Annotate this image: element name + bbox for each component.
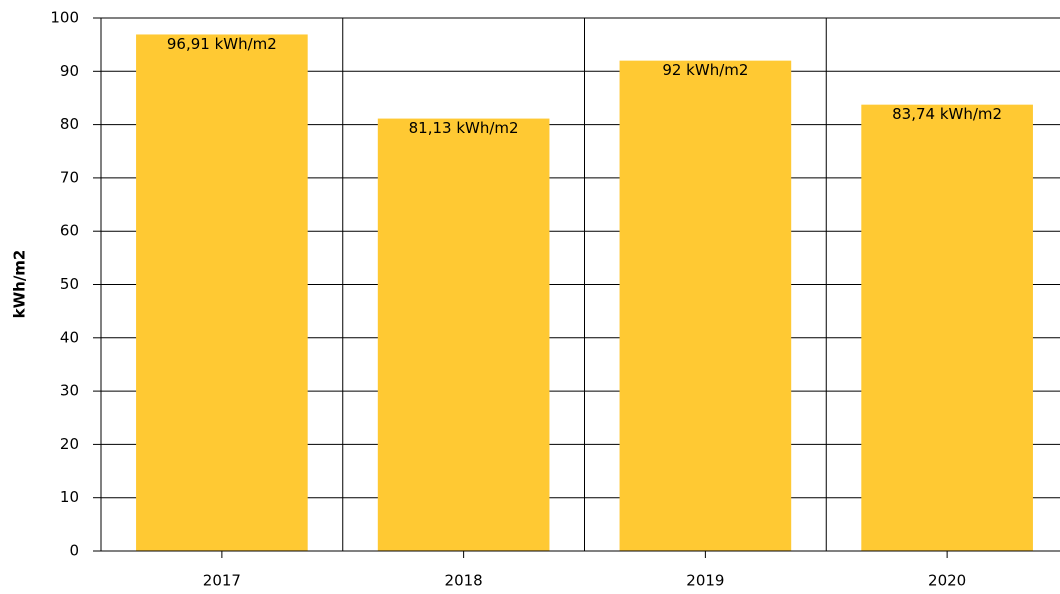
x-tick-label: 2017 bbox=[203, 572, 241, 590]
bar bbox=[377, 118, 550, 552]
y-tick-label: 70 bbox=[60, 168, 79, 186]
y-axis-label: kWh/m2 bbox=[11, 250, 29, 319]
bar bbox=[619, 60, 792, 551]
x-tick-label: 2018 bbox=[445, 572, 483, 590]
x-tick-label: 2019 bbox=[686, 572, 724, 590]
y-tick-label: 10 bbox=[60, 488, 79, 506]
y-tick-label: 100 bbox=[50, 9, 79, 27]
x-tick-label: 2020 bbox=[928, 572, 966, 590]
y-tick-label: 50 bbox=[60, 275, 79, 293]
data-label: 96,91 kWh/m2 bbox=[167, 35, 277, 53]
bar bbox=[136, 34, 308, 551]
y-tick-label: 20 bbox=[60, 435, 79, 453]
data-label: 81,13 kWh/m2 bbox=[409, 119, 519, 137]
y-tick-label: 0 bbox=[69, 542, 79, 560]
y-tick-label: 30 bbox=[60, 382, 79, 400]
y-tick-label: 90 bbox=[60, 62, 79, 80]
y-tick-label: 60 bbox=[60, 222, 79, 240]
y-tick-label: 40 bbox=[60, 328, 79, 346]
y-tick-label: 80 bbox=[60, 115, 79, 133]
data-label: 92 kWh/m2 bbox=[662, 61, 748, 79]
bar bbox=[861, 104, 1033, 551]
data-label: 83,74 kWh/m2 bbox=[892, 105, 1002, 123]
